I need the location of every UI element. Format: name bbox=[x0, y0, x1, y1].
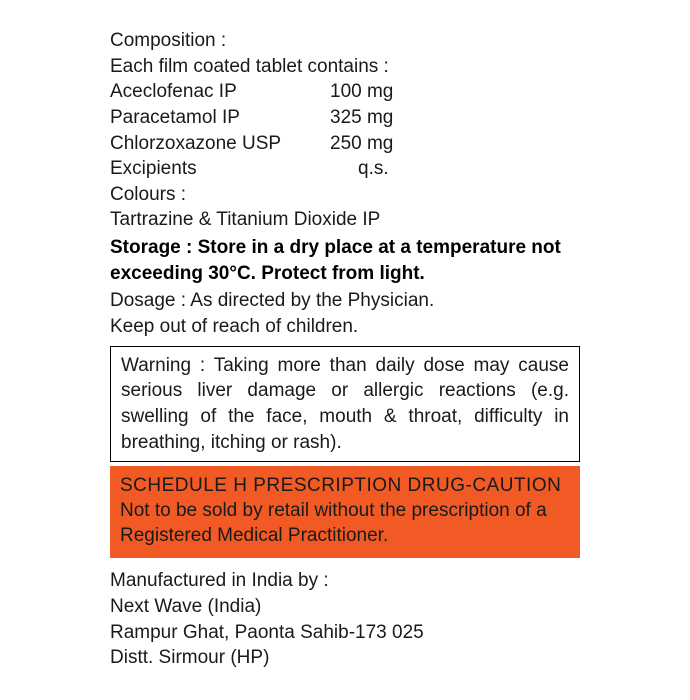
ingredient-name: Excipients bbox=[110, 156, 330, 182]
ingredient-value: 250 mg bbox=[330, 131, 393, 157]
ingredient-name: Chlorzoxazone USP bbox=[110, 131, 330, 157]
label-container: Composition : Each film coated tablet co… bbox=[0, 0, 690, 700]
composition-subheading: Each film coated tablet contains : bbox=[110, 54, 580, 80]
colours-label: Colours : bbox=[110, 182, 580, 208]
composition-section: Composition : Each film coated tablet co… bbox=[110, 28, 580, 233]
schedule-text: Not to be sold by retail without the pre… bbox=[120, 499, 570, 548]
ingredient-name: Paracetamol IP bbox=[110, 105, 330, 131]
manufacturer-line: Rampur Ghat, Paonta Sahib-173 025 bbox=[110, 620, 580, 646]
ingredient-row: Chlorzoxazone USP 250 mg bbox=[110, 131, 580, 157]
dosage-line: Dosage : As directed by the Physician. bbox=[110, 288, 580, 314]
ingredient-row: Excipients q.s. bbox=[110, 156, 580, 182]
storage-text: Storage : Store in a dry place at a temp… bbox=[110, 235, 580, 286]
manufacturer-line: Next Wave (India) bbox=[110, 594, 580, 620]
warning-text: Warning : Taking more than daily dose ma… bbox=[121, 355, 569, 453]
dosage-section: Dosage : As directed by the Physician. K… bbox=[110, 288, 580, 339]
ingredient-row: Aceclofenac IP 100 mg bbox=[110, 79, 580, 105]
ingredient-value: q.s. bbox=[358, 156, 389, 182]
manufacturer-section: Manufactured in India by : Next Wave (In… bbox=[110, 568, 580, 671]
warning-box: Warning : Taking more than daily dose ma… bbox=[110, 346, 580, 463]
dosage-line: Keep out of reach of children. bbox=[110, 314, 580, 340]
schedule-title: SCHEDULE H PRESCRIPTION DRUG-CAUTION bbox=[120, 474, 570, 499]
ingredient-name: Aceclofenac IP bbox=[110, 79, 330, 105]
ingredient-value: 100 mg bbox=[330, 79, 393, 105]
manufacturer-line: Distt. Sirmour (HP) bbox=[110, 645, 580, 671]
schedule-box: SCHEDULE H PRESCRIPTION DRUG-CAUTION Not… bbox=[110, 466, 580, 558]
manufacturer-line: Manufactured in India by : bbox=[110, 568, 580, 594]
ingredient-row: Paracetamol IP 325 mg bbox=[110, 105, 580, 131]
colours-value: Tartrazine & Titanium Dioxide IP bbox=[110, 207, 580, 233]
ingredient-value: 325 mg bbox=[330, 105, 393, 131]
composition-heading: Composition : bbox=[110, 28, 580, 54]
